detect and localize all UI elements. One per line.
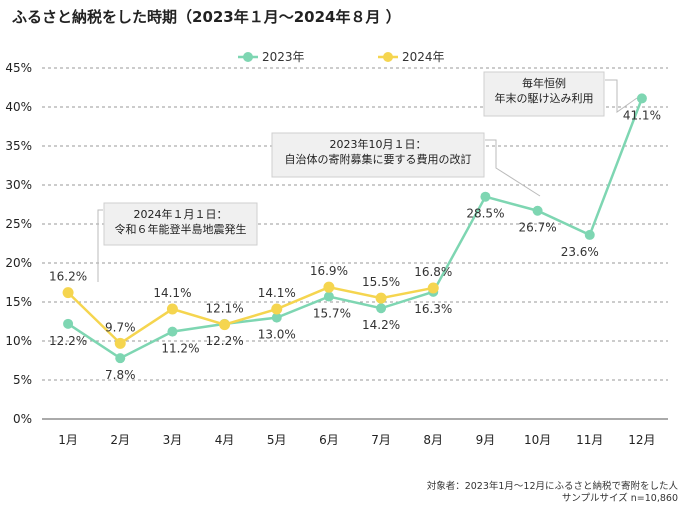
x-tick-label: 2月 [110, 433, 130, 447]
data-point [532, 205, 543, 216]
data-point [271, 312, 282, 323]
annotation-text: 毎年恒例 [522, 76, 566, 90]
data-point [636, 93, 647, 104]
annotation-leader [485, 139, 541, 197]
x-tick-label: 6月 [319, 433, 339, 447]
y-tick-label: 35% [5, 139, 32, 153]
data-label: 15.7% [313, 307, 351, 321]
footnote-line-1: 対象者：2023年1月〜12月にふるさと納税で寄附をした人 [426, 481, 678, 492]
data-label: 16.2% [49, 270, 87, 284]
data-label: 13.0% [258, 328, 296, 342]
y-tick-label: 20% [5, 256, 32, 270]
x-tick-label: 3月 [163, 433, 183, 447]
x-tick-label: 7月 [371, 433, 391, 447]
y-tick-label: 0% [13, 412, 32, 426]
footnote-line-2: サンプルサイズ n=10,860 [561, 493, 678, 504]
y-tick-label: 45% [5, 61, 32, 75]
data-label: 11.2% [161, 342, 199, 356]
x-tick-label: 4月 [215, 433, 235, 447]
legend-label: 2024年 [402, 50, 445, 64]
x-tick-label: 5月 [267, 433, 287, 447]
series-line-2024年 [67, 285, 434, 345]
data-label: 9.7% [105, 320, 136, 334]
annotation-leader [97, 209, 103, 282]
annotation-box [271, 132, 485, 178]
data-point [167, 326, 178, 337]
annotation-leader [605, 79, 638, 113]
data-point [323, 281, 335, 293]
x-tick-label: 12月 [628, 433, 655, 447]
x-tick-label: 11月 [576, 433, 603, 447]
data-label: 23.6% [561, 245, 599, 259]
legend-swatch-marker [243, 52, 253, 62]
y-tick-label: 25% [5, 217, 32, 231]
data-label: 12.1% [206, 302, 244, 316]
y-tick-label: 30% [5, 178, 32, 192]
y-tick-label: 15% [5, 295, 32, 309]
annotation-text: 令和６年能登半島地震発生 [115, 222, 247, 236]
y-tick-label: 10% [5, 334, 32, 348]
data-point [584, 229, 595, 240]
line-chart: 0% 5% 10% 15% 20% 25% 30% 35% 40% 45% 1月 2月 3月 4月 5月 6月… [5, 50, 668, 447]
data-label: 14.1% [258, 286, 296, 300]
annotation-box [483, 71, 605, 117]
y-tick-label: 5% [13, 373, 32, 387]
data-point [62, 287, 74, 299]
data-label: 28.5% [466, 207, 504, 221]
data-label: 14.1% [153, 286, 191, 300]
annotation-box [103, 202, 258, 246]
annotation-text: 自治体の寄附募集に要する費用の改訂 [285, 152, 472, 166]
series-line-2023年 [67, 97, 644, 360]
data-label: 41.1% [623, 108, 661, 122]
footnote: 対象者：2023年1月〜12月にふるさと納税で寄附をした人 サンプルサイズ n=… [427, 481, 678, 505]
data-point [375, 292, 387, 304]
annotation-text: 2024年１月１日： [134, 207, 228, 221]
data-point [271, 303, 283, 315]
x-tick-label: 8月 [423, 433, 443, 447]
legend-swatch-marker [383, 52, 393, 62]
x-tick-label: 9月 [476, 433, 496, 447]
data-point [219, 319, 231, 331]
x-tick-label: 10月 [524, 433, 551, 447]
data-point [63, 318, 74, 329]
data-point [114, 337, 126, 349]
data-label: 14.2% [362, 318, 400, 332]
data-label: 16.9% [310, 264, 348, 278]
x-tick-label: 1月 [58, 433, 78, 447]
data-label: 12.2% [206, 334, 244, 348]
data-point [166, 303, 178, 315]
y-tick-label: 40% [5, 100, 32, 114]
data-label: 15.5% [362, 275, 400, 289]
data-point [427, 282, 439, 294]
data-point [376, 303, 387, 314]
chart-title: ふるさと納税をした時期（2023年１月〜2024年８月 ） [12, 8, 401, 26]
data-label: 12.2% [49, 334, 87, 348]
data-point [323, 291, 334, 302]
data-label: 26.7% [519, 221, 557, 235]
data-label: 16.3% [414, 302, 452, 316]
data-point [115, 353, 126, 364]
annotation-text: 年末の駆け込み利用 [495, 91, 594, 105]
data-label: 7.8% [105, 368, 136, 382]
legend-label: 2023年 [262, 50, 305, 64]
data-label: 16.8% [414, 265, 452, 279]
data-point [480, 191, 491, 202]
annotation-text: 2023年10月１日： [330, 137, 427, 151]
